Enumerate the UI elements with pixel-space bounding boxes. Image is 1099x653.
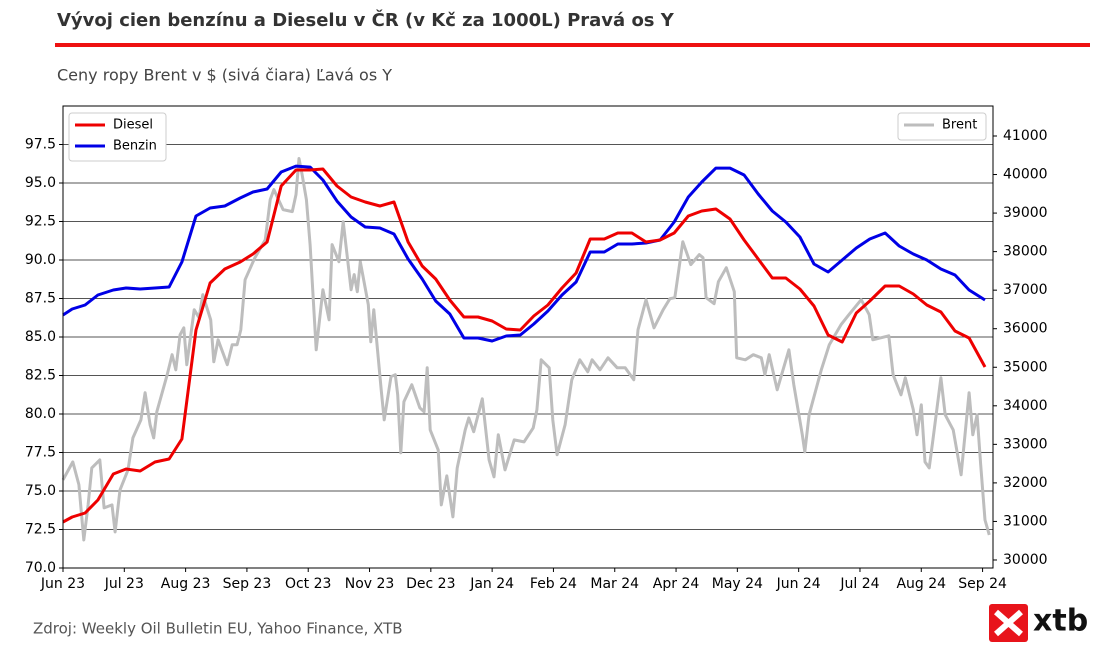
x-tick-label: Jul 24 bbox=[839, 576, 879, 592]
y-tick-label: 75.0 bbox=[25, 483, 56, 499]
x-tick-label: Aug 24 bbox=[896, 576, 946, 592]
legend-label: Benzin bbox=[113, 139, 157, 154]
subtitle: Ceny ropy Brent v $ (sivá čiara) Ľavá os… bbox=[57, 66, 392, 85]
y2-tick-label: 36000 bbox=[1003, 321, 1048, 337]
logo: xtb bbox=[989, 604, 1088, 642]
chart-title: Vývoj cien benzínu a Dieselu v ČR (v Kč … bbox=[57, 9, 675, 31]
logo-text: xtb bbox=[1033, 604, 1088, 639]
x-tick-label: Nov 23 bbox=[345, 576, 395, 592]
x-tick-label: Mar 24 bbox=[590, 576, 639, 592]
y2-tick-label: 37000 bbox=[1003, 282, 1048, 298]
logo-x bbox=[994, 609, 1023, 637]
y-tick-label: 77.5 bbox=[25, 445, 56, 461]
x-tick-label: Sep 24 bbox=[958, 576, 1007, 592]
y-tick-label: 82.5 bbox=[25, 368, 56, 384]
x-tick-label: Jul 23 bbox=[104, 576, 144, 592]
y2-tick-label: 33000 bbox=[1003, 436, 1048, 452]
y2-tick-label: 39000 bbox=[1003, 205, 1048, 221]
y-tick-label: 80.0 bbox=[25, 406, 56, 422]
x-tick-label: Jun 24 bbox=[776, 576, 821, 592]
x-tick-label: Sep 23 bbox=[223, 576, 272, 592]
plot-frame bbox=[62, 105, 994, 569]
x-tick-label: Jan 24 bbox=[469, 576, 514, 592]
x-tick-label: Oct 23 bbox=[285, 576, 331, 592]
y-tick-label: 70.0 bbox=[25, 560, 56, 576]
x-tick-label: May 24 bbox=[712, 576, 763, 592]
legend-box bbox=[897, 112, 987, 141]
y-tick-label: 85.0 bbox=[25, 329, 56, 345]
y2-tick-label: 31000 bbox=[1003, 513, 1048, 529]
y2-tick-label: 34000 bbox=[1003, 398, 1048, 414]
x-tick-label: Jun 23 bbox=[40, 576, 85, 592]
x-tick-label: Feb 24 bbox=[530, 576, 577, 592]
y2-tick-label: 41000 bbox=[1003, 128, 1048, 144]
series-line bbox=[62, 167, 987, 524]
legend-label: Brent bbox=[942, 118, 977, 133]
y-tick-label: 87.5 bbox=[25, 291, 56, 307]
y2-tick-label: 35000 bbox=[1003, 359, 1048, 375]
series-line bbox=[62, 164, 986, 343]
x-tick-label: Dec 23 bbox=[406, 576, 455, 592]
x-tick-label: Aug 23 bbox=[161, 576, 211, 592]
y-tick-label: 97.5 bbox=[25, 137, 56, 153]
y-tick-label: 95.0 bbox=[25, 175, 56, 191]
y2-tick-label: 32000 bbox=[1003, 475, 1048, 491]
legend-label: Diesel bbox=[113, 118, 153, 133]
series-line bbox=[61, 157, 991, 542]
y2-tick-label: 38000 bbox=[1003, 244, 1048, 260]
y2-tick-label: 30000 bbox=[1003, 552, 1048, 568]
source: Zdroj: Weekly Oil Bulletin EU, Yahoo Fin… bbox=[33, 620, 403, 638]
title-rule bbox=[55, 43, 1090, 47]
y-tick-label: 90.0 bbox=[25, 252, 56, 268]
y-tick-label: 92.5 bbox=[25, 214, 56, 230]
x-tick-label: Apr 24 bbox=[653, 576, 700, 592]
y-tick-label: 72.5 bbox=[25, 522, 56, 538]
y2-tick-label: 40000 bbox=[1003, 167, 1048, 183]
